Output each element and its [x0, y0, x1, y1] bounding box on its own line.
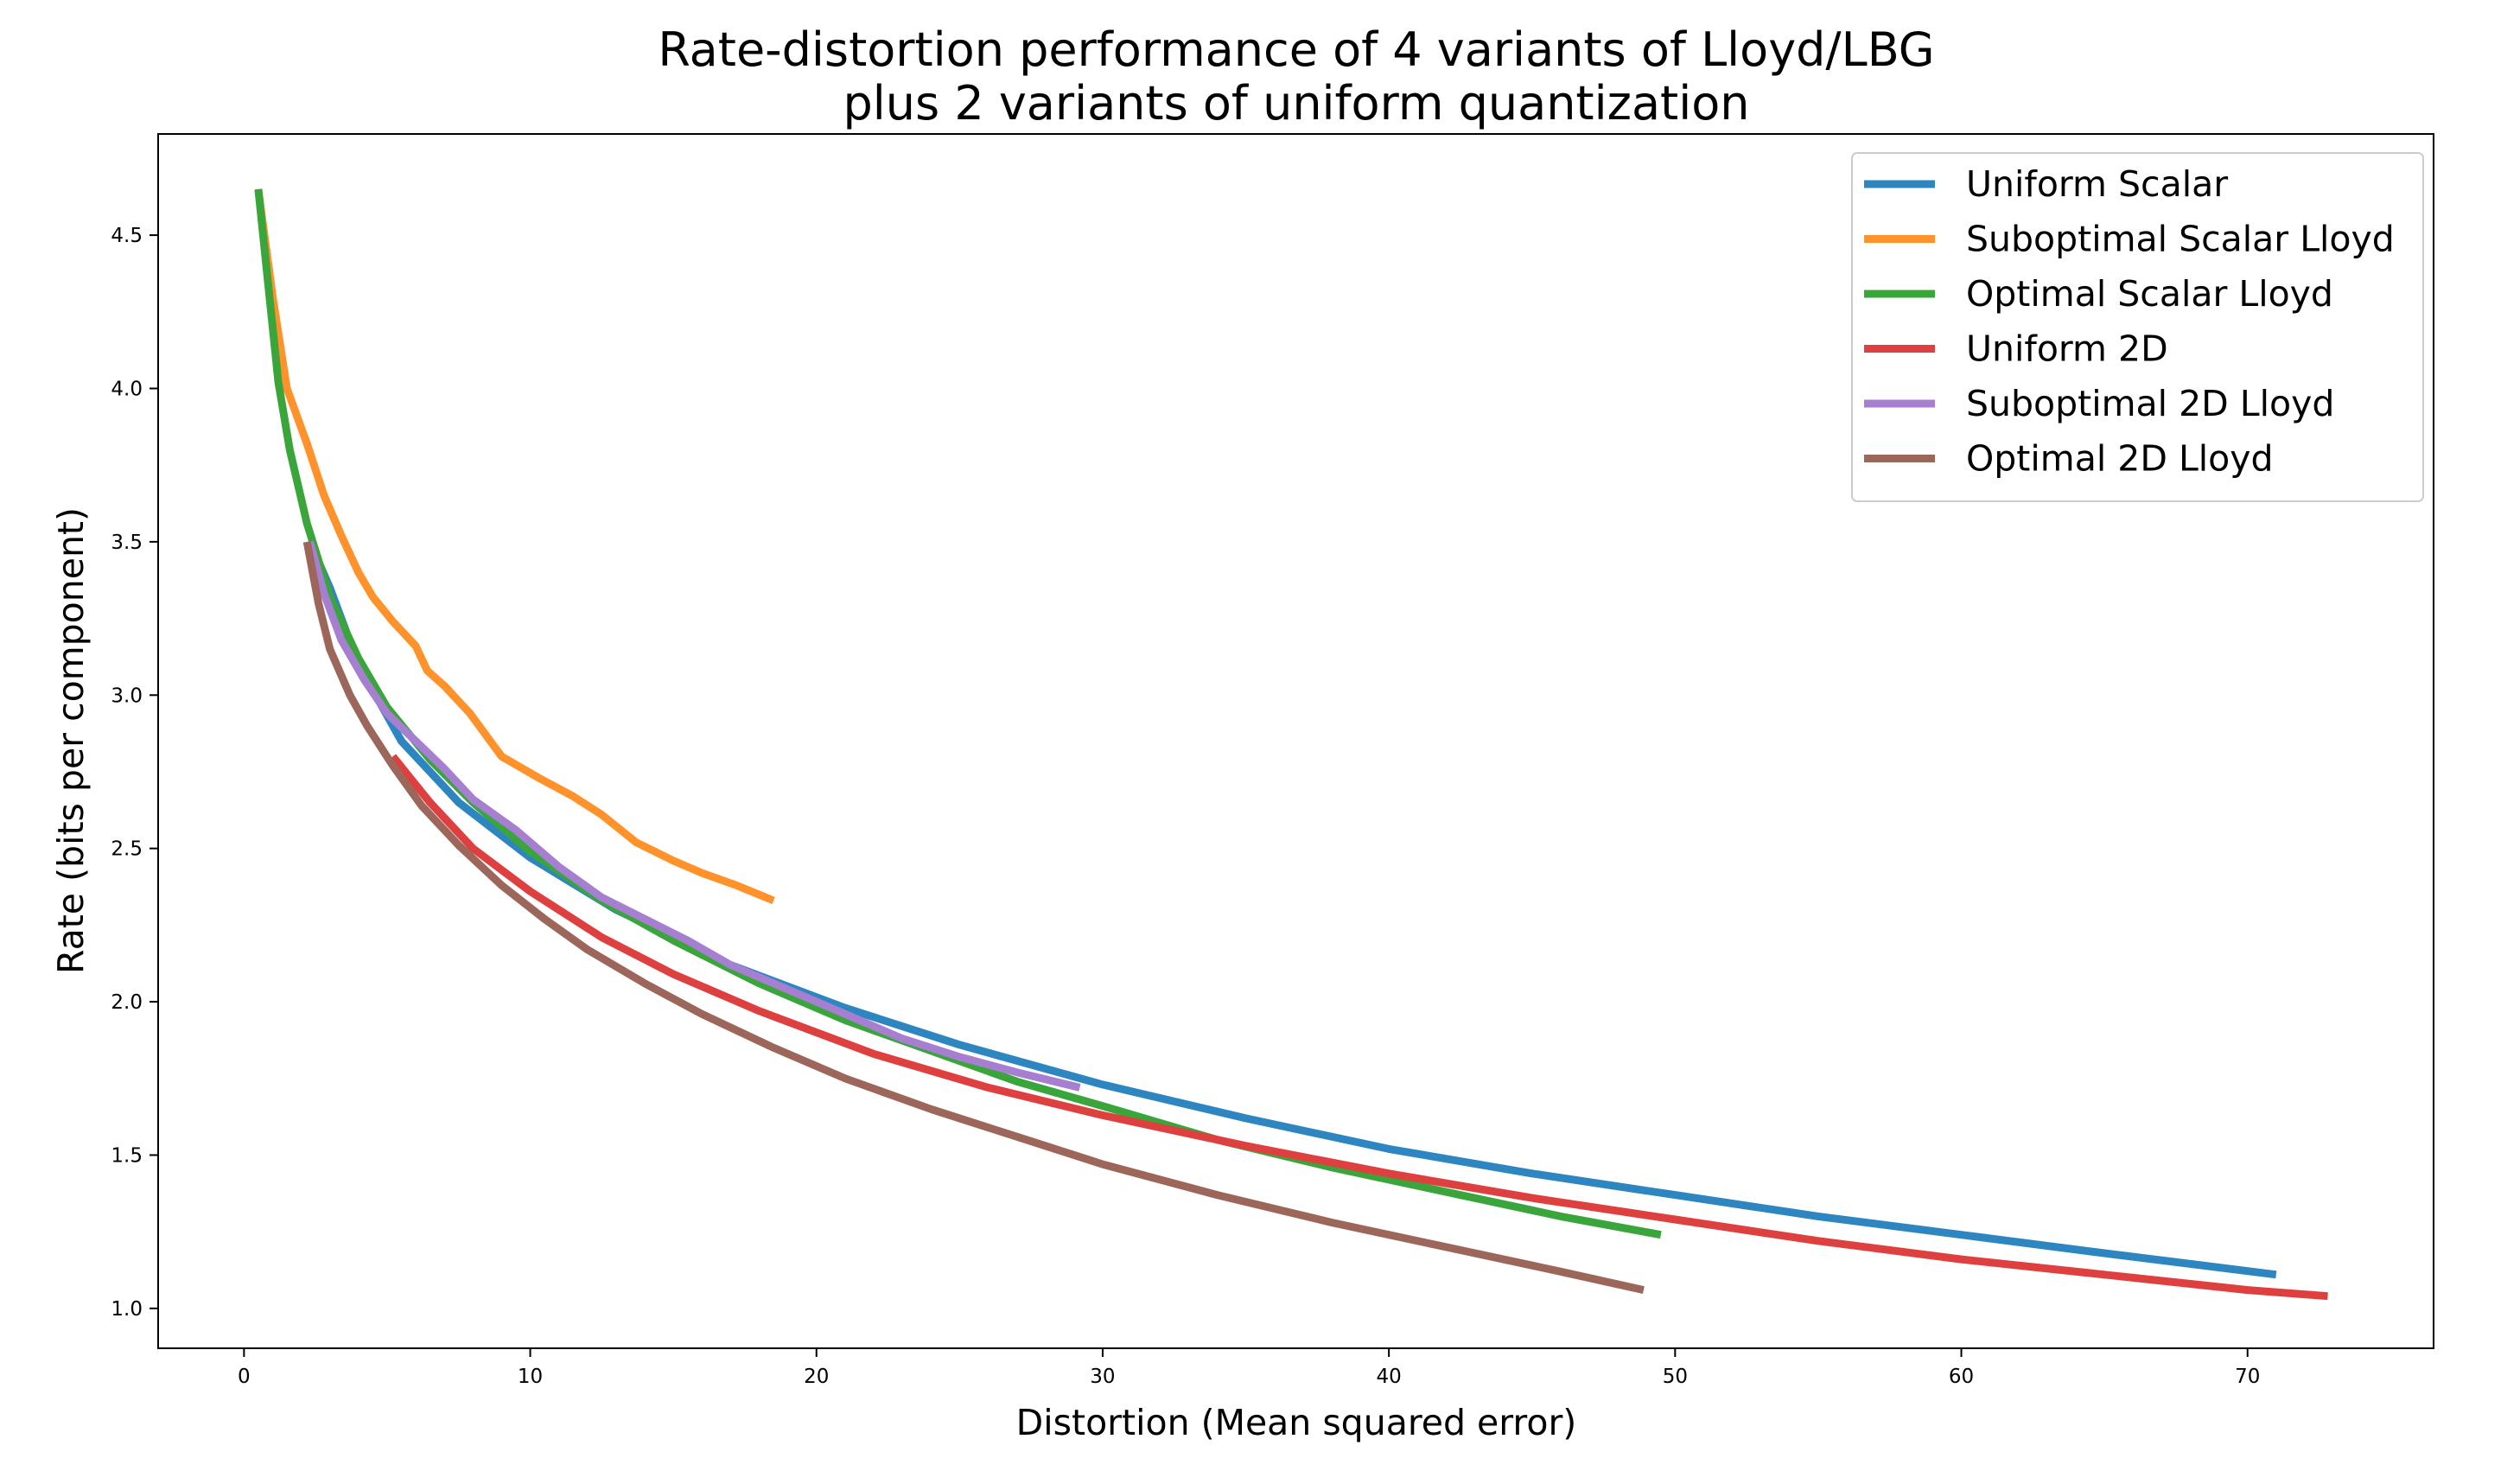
y-axis-label: Rate (bits per component) [50, 507, 92, 974]
series-layer [254, 188, 2328, 1301]
y-tick-label: 1.5 [111, 1144, 143, 1167]
legend-label: Suboptimal Scalar Lloyd [1966, 219, 2395, 260]
x-tick-label: 10 [518, 1366, 543, 1388]
legend-label: Suboptimal 2D Lloyd [1966, 383, 2334, 424]
chart-title: Rate-distortion performance of 4 variant… [658, 22, 1934, 77]
series-line-suboptimal-scalar-lloyd [254, 188, 775, 905]
x-tick-label: 60 [1949, 1366, 1974, 1388]
y-tick-label: 1.0 [111, 1298, 143, 1321]
axis-ticks: 0 10 20 30 40 50 60 70 1.0 1.5 2.0 2.5 3.0 3.5 4.0 4.5 [111, 225, 2260, 1388]
series-line-optimal-2d-lloyd [302, 541, 1645, 1294]
legend-label: Optimal Scalar Lloyd [1966, 273, 2333, 315]
x-tick-label: 0 [238, 1366, 251, 1388]
x-tick-label: 20 [804, 1366, 829, 1388]
series-line-uniform-2d [390, 754, 2328, 1301]
y-tick-label: 4.5 [111, 225, 143, 247]
y-tick-label: 2.5 [111, 838, 143, 861]
series-line-suboptimal-2d-lloyd [306, 540, 1081, 1092]
legend: Uniform Scalar Suboptimal Scalar Lloyd Opt… [1851, 152, 2424, 502]
legend-label: Optimal 2D Lloyd [1966, 438, 2274, 480]
legend-label: Uniform 2D [1966, 328, 2168, 370]
y-tick-label: 3.0 [111, 685, 143, 707]
plot-frame [157, 133, 2434, 1349]
x-tick-label: 50 [1663, 1366, 1688, 1388]
x-tick-label: 30 [1090, 1366, 1115, 1388]
x-tick-label: 70 [2235, 1366, 2260, 1388]
y-tick-label: 4.0 [111, 378, 143, 400]
y-tick-label: 3.5 [111, 532, 143, 554]
series-line-uniform-scalar [306, 540, 2277, 1279]
chart-subtitle: plus 2 variants of uniform quantization [843, 76, 1750, 131]
legend-label: Uniform Scalar [1966, 163, 2228, 205]
x-tick-label: 40 [1376, 1366, 1401, 1388]
legend-box [1851, 152, 2424, 502]
x-axis-label: Distortion (Mean squared error) [1016, 1402, 1577, 1443]
y-tick-label: 2.0 [111, 991, 143, 1014]
